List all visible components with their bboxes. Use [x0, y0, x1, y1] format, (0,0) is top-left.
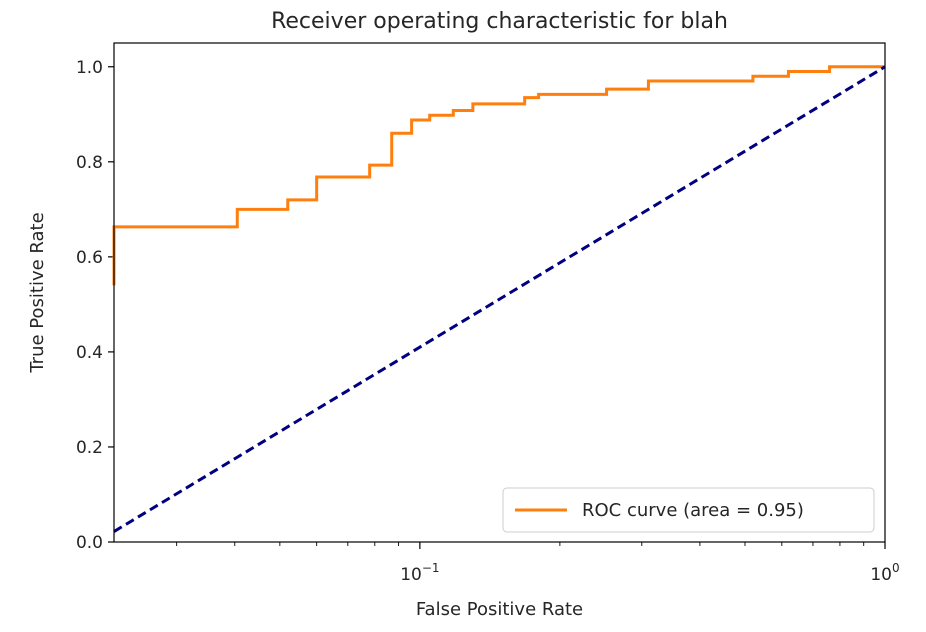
- plot-frame: [113, 42, 886, 543]
- chance-diagonal-line: [113, 65, 886, 533]
- legend-box: [502, 487, 875, 533]
- y-tick-label: 1.0: [76, 58, 103, 78]
- y-tick-label: 0.2: [76, 438, 103, 458]
- chart-title: Receiver operating characteristic for bl…: [271, 9, 728, 34]
- y-tick-label: 0.8: [76, 153, 103, 173]
- y-axis-label: True Positive Rate: [27, 212, 48, 373]
- y-tick-label: 0.0: [76, 533, 103, 553]
- x-axis-label: False Positive Rate: [416, 599, 583, 620]
- y-tick-label: 0.6: [76, 248, 103, 268]
- x-tick-label: 100: [870, 561, 899, 585]
- legend-label: ROC curve (area = 0.95): [582, 500, 804, 521]
- y-tick-label: 0.4: [76, 343, 103, 363]
- legend: ROC curve (area = 0.95): [502, 487, 875, 533]
- roc-curve-line: [112, 65, 885, 286]
- plot-series: [112, 65, 886, 533]
- x-tick-label: 10−1: [400, 561, 439, 585]
- axis-ticks: 0.0 0.2 0.4 0.6 0.8 1.0 10−1 100: [76, 58, 900, 585]
